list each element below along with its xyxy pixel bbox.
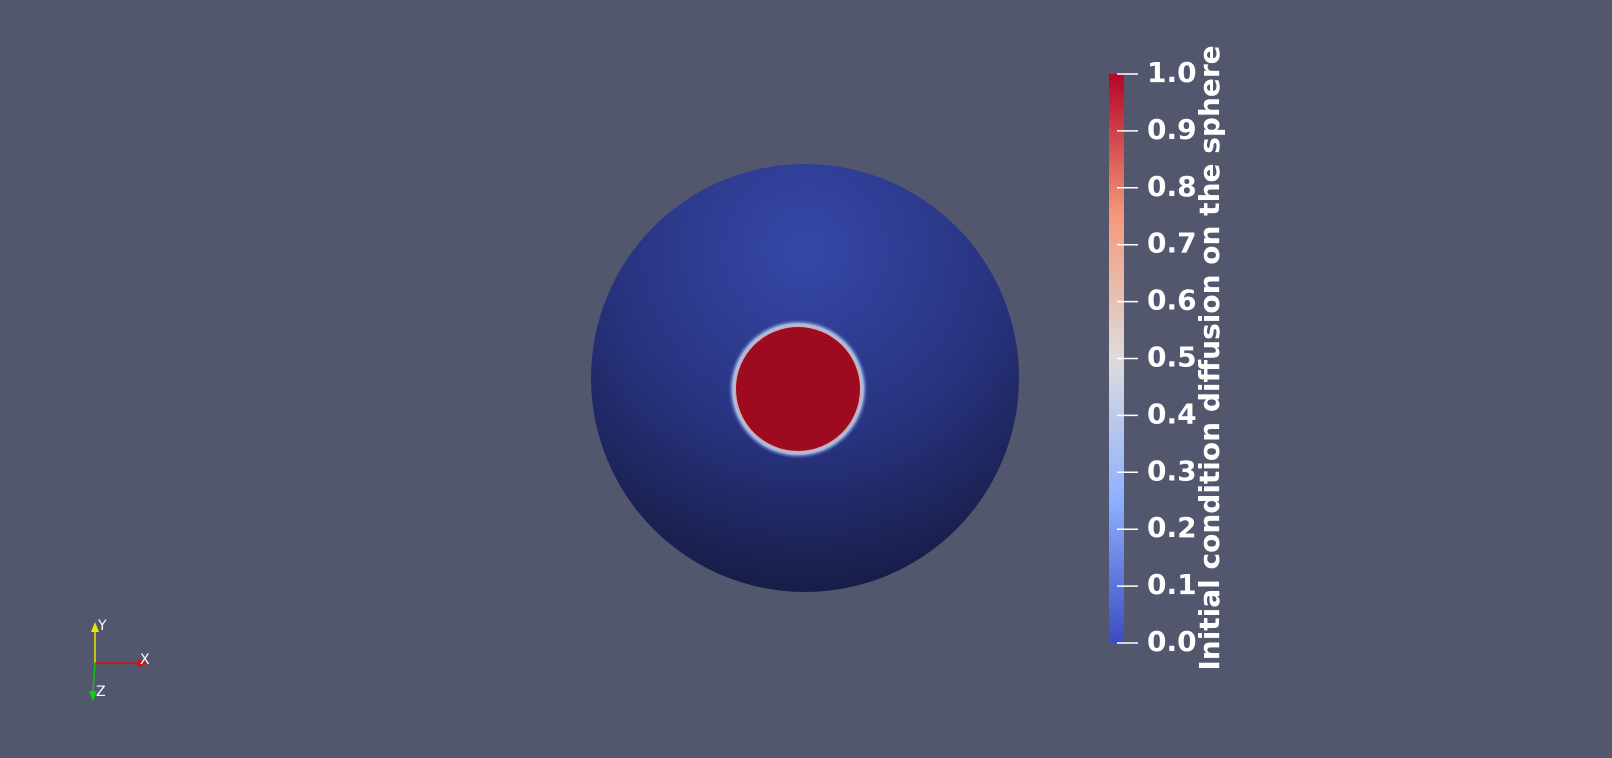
x-label: X <box>140 652 150 668</box>
colorbar-tick-label: 0.3 <box>1147 454 1197 487</box>
colorbar-tick-label: 0.7 <box>1147 227 1197 260</box>
colorbar-tick-label: 1.0 <box>1147 56 1197 89</box>
z-axis <box>92 662 96 694</box>
colorbar <box>1109 74 1124 643</box>
x-arrow <box>138 659 148 667</box>
colorbar-tick-label: 0.4 <box>1147 397 1197 430</box>
z-arrow <box>89 691 97 701</box>
colorbar-tick-label: 0.6 <box>1147 284 1197 317</box>
axes-triad: Y X Z <box>89 618 150 701</box>
colorbar-tick-label: 0.9 <box>1147 113 1197 146</box>
colorbar-ticks: 0.0 0.1 0.2 0.3 0.4 0.5 0.6 0.7 0.8 0.9 1.0 <box>1117 56 1197 658</box>
y-label: Y <box>97 618 107 634</box>
colorbar-tick-label: 0.0 <box>1147 625 1197 658</box>
z-label: Z <box>96 684 106 700</box>
colorbar-tick-label: 0.2 <box>1147 511 1197 544</box>
colorbar-tick-label: 0.5 <box>1147 341 1197 374</box>
y-arrow <box>91 622 99 632</box>
hot-spot <box>736 327 860 451</box>
colorbar-tick-label: 0.8 <box>1147 170 1197 203</box>
colorbar-title: Initial condition diffusion on the spher… <box>1193 45 1226 670</box>
colorbar-tick-label: 0.1 <box>1147 568 1197 601</box>
